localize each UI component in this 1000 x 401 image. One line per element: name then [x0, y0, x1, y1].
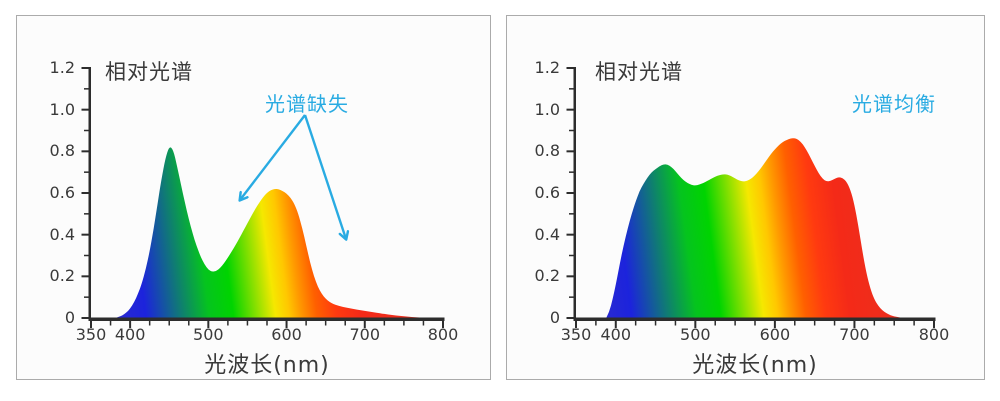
y-tick-label: 1.2 [49, 58, 75, 77]
x-tick-label: 500 [193, 325, 224, 344]
chart-plot-area [81, 67, 445, 328]
y-tick-label: 0 [64, 308, 75, 327]
y-tick-label: 0.4 [534, 224, 560, 244]
y-axis [88, 67, 91, 321]
x-tick-label: 600 [759, 325, 791, 344]
y-tick-label: 0.8 [534, 141, 560, 161]
y-tick-label: 0.2 [49, 266, 75, 286]
y-axis [573, 67, 576, 321]
y-tick-label: 0.6 [534, 183, 560, 202]
x-tick-label: 350 [560, 325, 592, 344]
y-tick-label: 1.0 [534, 99, 560, 119]
annotation-spectrum-missing: 光谱缺失 [265, 92, 349, 116]
x-axis [573, 317, 936, 321]
y-tick-label: 1.0 [49, 99, 75, 119]
y-tick-label: 0 [549, 308, 560, 327]
spectrum-area [606, 138, 903, 318]
panel-spectrum-balanced: 相对光谱 光谱均衡 光波长(nm) 350 400 500 600 700 800 0 0.2… [506, 15, 985, 380]
panel-spectrum-missing: 相对光谱 光谱缺失 光波长(nm) 350 400 500 600 700 800 0 0.2… [16, 15, 491, 380]
y-tick-label: 0.4 [49, 224, 75, 244]
chart-title: 相对光谱 [105, 60, 193, 84]
x-axis-label: 光波长(nm) [692, 353, 818, 378]
x-tick-label: 400 [600, 325, 632, 344]
y-tick-label: 0.8 [49, 141, 75, 161]
y-tick-label: 0.6 [49, 183, 75, 202]
chart-plot-area [566, 67, 936, 328]
x-axis-label: 光波长(nm) [204, 353, 330, 378]
x-tick-label: 700 [839, 325, 870, 344]
chart-title: 相对光谱 [595, 60, 683, 84]
chart-spectrum-balanced: 相对光谱 光谱均衡 光波长(nm) 350 400 500 600 700 800 0 0.2… [507, 16, 984, 379]
x-tick-label: 800 [427, 325, 459, 344]
spectrum-area [114, 147, 428, 318]
x-tick-label: 400 [114, 325, 146, 344]
annotation-arrow [303, 114, 350, 241]
y-tick-label: 1.2 [534, 58, 560, 77]
x-tick-label: 800 [918, 325, 950, 344]
annotation-arrow [238, 114, 306, 202]
chart-spectrum-missing: 相对光谱 光谱缺失 光波长(nm) 350 400 500 600 700 800 0 0.2… [17, 16, 490, 379]
x-tick-label: 350 [75, 325, 107, 344]
y-tick-label: 0.2 [534, 266, 560, 286]
x-tick-label: 700 [349, 325, 381, 344]
x-axis [88, 317, 445, 321]
annotation-spectrum-balanced: 光谱均衡 [852, 92, 936, 116]
x-tick-label: 600 [271, 325, 302, 344]
x-tick-label: 500 [680, 325, 711, 344]
